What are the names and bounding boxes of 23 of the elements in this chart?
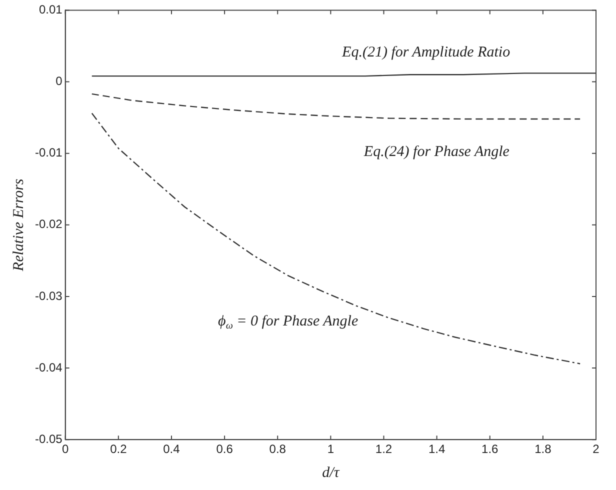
x-tick-label: 1: [327, 442, 334, 456]
line-series: [91, 112, 581, 364]
x-tick-label: 0.2: [110, 442, 128, 456]
x-tick-label: 1.2: [375, 442, 392, 456]
y-tick-label: -0.01: [34, 146, 63, 160]
y-tick-label: 0: [56, 74, 63, 88]
y-tick-label: -0.05: [34, 432, 63, 446]
y-axis-title: Relative Errors: [10, 178, 27, 272]
line-series: [91, 93, 581, 120]
y-tick-label: -0.03: [34, 288, 63, 303]
x-tick-label: 1.8: [534, 442, 552, 456]
x-tick-label: 1.6: [482, 442, 499, 456]
y-tick-label: -0.04: [34, 360, 63, 374]
x-tick-label: 0.6: [216, 442, 234, 456]
y-tick-label: -0.02: [34, 217, 63, 232]
series-label: Eq.(21) for Amplitude Ratio: [341, 44, 511, 61]
x-tick-label: 0.4: [163, 442, 180, 456]
x-tick-label: 1.4: [428, 442, 446, 456]
x-tick-label: 0.8: [269, 442, 286, 456]
x-tick-label: 2: [592, 442, 600, 456]
series-label: Eq.(24) for Phase Angle: [362, 144, 510, 160]
y-tick-label: 0.01: [38, 2, 63, 17]
x-axis-title: d/τ: [322, 464, 340, 481]
